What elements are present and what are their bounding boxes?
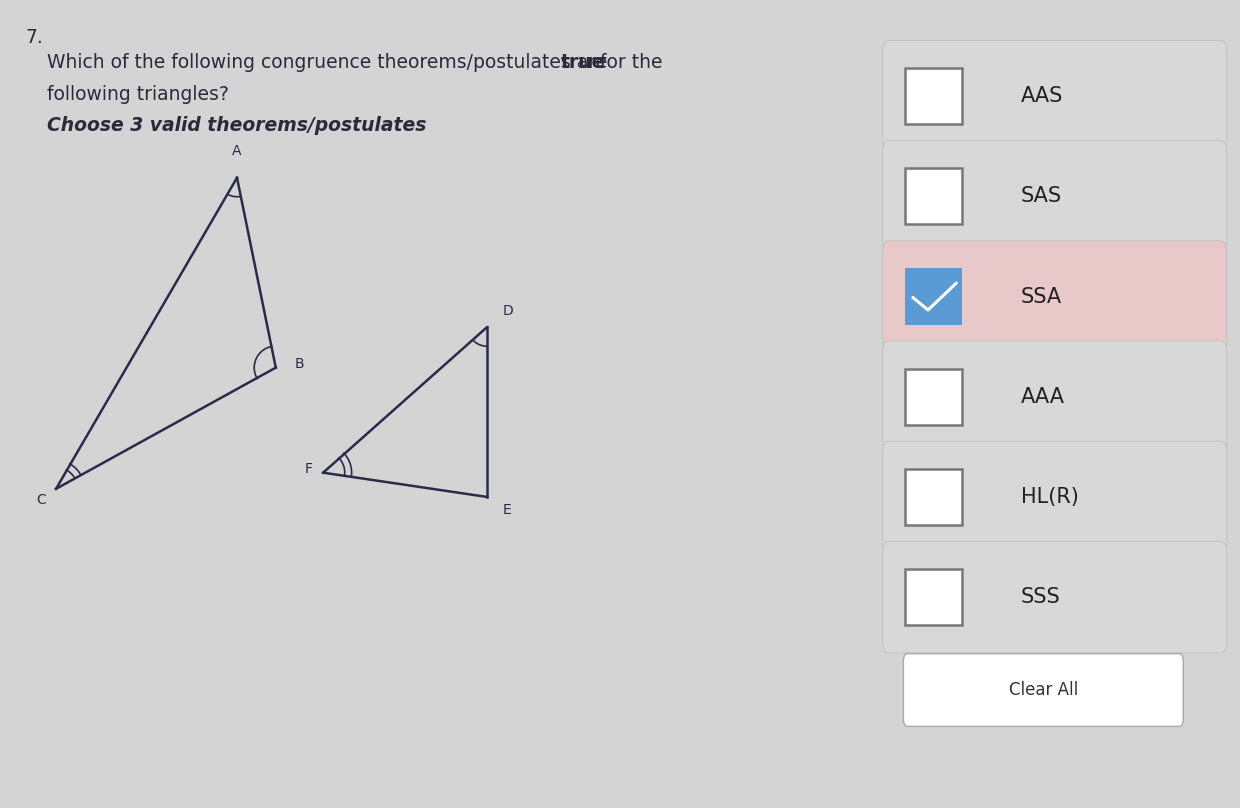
FancyBboxPatch shape [905, 168, 962, 225]
Text: Which of the following congruence theorems/postulates are: Which of the following congruence theore… [47, 53, 614, 72]
Text: HL(R): HL(R) [1021, 487, 1079, 507]
Text: A: A [232, 144, 242, 158]
Text: 7.: 7. [26, 28, 43, 48]
Text: C: C [36, 493, 46, 507]
FancyBboxPatch shape [883, 441, 1226, 553]
Text: B: B [295, 356, 304, 371]
Text: Choose 3 valid theorems/postulates: Choose 3 valid theorems/postulates [47, 116, 427, 136]
Text: AAS: AAS [1021, 86, 1063, 106]
FancyBboxPatch shape [883, 241, 1226, 352]
Text: for the: for the [594, 53, 662, 72]
FancyBboxPatch shape [905, 569, 962, 625]
Text: AAA: AAA [1021, 387, 1065, 406]
Text: F: F [305, 461, 312, 476]
FancyBboxPatch shape [905, 469, 962, 525]
Text: E: E [502, 503, 511, 517]
FancyBboxPatch shape [904, 654, 1183, 726]
Text: SSA: SSA [1021, 287, 1061, 306]
FancyBboxPatch shape [905, 68, 962, 124]
Text: following triangles?: following triangles? [47, 85, 229, 104]
Text: SSS: SSS [1021, 587, 1060, 607]
FancyBboxPatch shape [883, 40, 1226, 152]
FancyBboxPatch shape [883, 341, 1226, 452]
FancyBboxPatch shape [905, 368, 962, 425]
Text: SAS: SAS [1021, 187, 1061, 206]
FancyBboxPatch shape [905, 268, 962, 325]
Text: Clear All: Clear All [1008, 681, 1078, 699]
Text: true: true [560, 53, 605, 72]
FancyBboxPatch shape [883, 141, 1226, 252]
Text: D: D [502, 304, 513, 318]
FancyBboxPatch shape [883, 541, 1226, 653]
